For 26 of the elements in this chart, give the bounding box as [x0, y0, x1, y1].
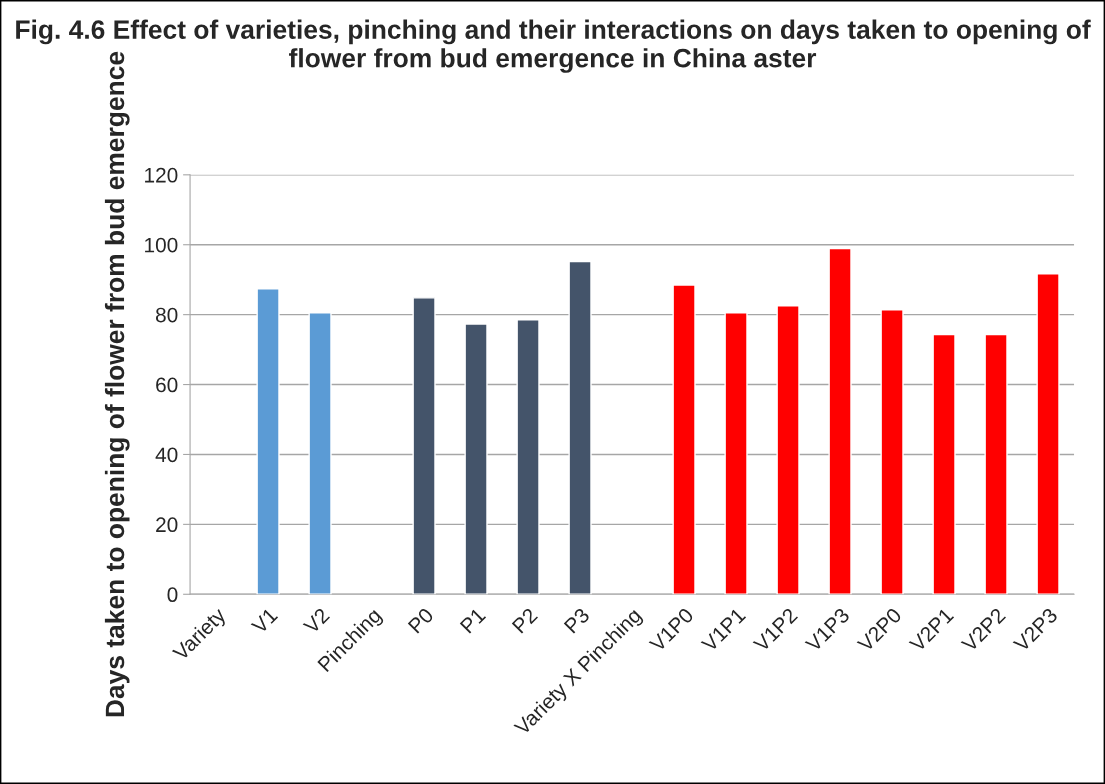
x-tick-label: P0 [407, 607, 435, 634]
bar [984, 333, 1008, 595]
bar [932, 333, 956, 595]
y-tick-label: 120 [145, 167, 178, 183]
y-tick-label: 100 [145, 237, 178, 253]
bar [1036, 273, 1060, 595]
y-tick-label: 80 [155, 307, 178, 323]
bar [672, 284, 696, 595]
bar [412, 297, 436, 595]
bar [776, 305, 800, 595]
bar [828, 247, 852, 595]
x-tick-label: P2 [511, 607, 538, 634]
bar [880, 309, 904, 595]
y-tick-label: 40 [155, 447, 178, 463]
bar [516, 319, 540, 595]
x-tick-label: P1 [459, 607, 487, 634]
y-axis-title: Days taken to opening of flower from bud emergence [104, 51, 130, 717]
y-tick-label: 60 [156, 377, 178, 393]
bar [256, 288, 280, 595]
y-tick-label: 0 [167, 587, 178, 603]
bar [308, 312, 332, 595]
y-tick-label: 20 [156, 517, 178, 533]
bar [568, 260, 592, 595]
x-tick-label: V1 [250, 607, 279, 635]
bar [464, 323, 488, 595]
bar [724, 312, 748, 595]
